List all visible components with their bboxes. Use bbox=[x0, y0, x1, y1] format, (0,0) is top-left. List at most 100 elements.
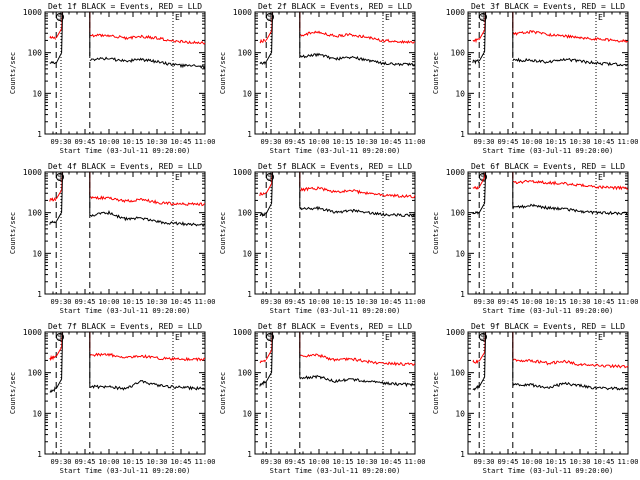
chart-panel: Det 4f BLACK = Events, RED = LLD 1 10 100 10… bbox=[9, 162, 216, 315]
y-tick-label: 100 bbox=[451, 49, 466, 58]
series-line bbox=[512, 358, 629, 369]
chart-title: Det 5f BLACK = Events, RED = LLD bbox=[258, 162, 412, 171]
x-tick-label: 10:00 bbox=[98, 138, 119, 146]
plot-frame bbox=[44, 171, 206, 295]
x-tick-label: 09:30 bbox=[473, 298, 494, 306]
x-tick-label: 10:15 bbox=[332, 298, 353, 306]
x-tick-label: 10:15 bbox=[122, 138, 143, 146]
series-line bbox=[259, 359, 267, 364]
y-tick-label: 100 bbox=[238, 369, 253, 378]
end-marker-label: E bbox=[385, 173, 390, 182]
start-marker-circle bbox=[266, 333, 274, 341]
x-tick-label: 10:45 bbox=[170, 458, 191, 466]
x-tick-label: 10:00 bbox=[308, 138, 329, 146]
x-tick-label: 09:45 bbox=[497, 298, 518, 306]
start-marker-circle bbox=[266, 173, 274, 181]
chart-title: Det 7f BLACK = Events, RED = LLD bbox=[48, 322, 202, 331]
y-tick-label: 1 bbox=[247, 130, 252, 139]
y-tick-label: 1 bbox=[37, 130, 42, 139]
x-tick-label: 09:45 bbox=[284, 458, 305, 466]
chart-title: Det 4f BLACK = Events, RED = LLD bbox=[48, 162, 202, 171]
x-axis-label: Start Time (03-Jul-11 09:20:00) bbox=[60, 467, 191, 475]
x-tick-label: 11:00 bbox=[194, 138, 215, 146]
start-marker-label: S bbox=[481, 14, 485, 22]
series-line bbox=[512, 30, 628, 43]
chart-title: Det 3f BLACK = Events, RED = LLD bbox=[471, 2, 625, 11]
y-tick-label: 1000 bbox=[233, 328, 252, 337]
x-tick-label: 11:00 bbox=[404, 298, 425, 306]
chart-title: Det 2f BLACK = Events, RED = LLD bbox=[258, 2, 412, 11]
start-marker-circle bbox=[479, 333, 487, 341]
series-line bbox=[89, 380, 206, 391]
y-tick-label: 1000 bbox=[233, 168, 252, 177]
x-tick-label: 09:45 bbox=[74, 458, 95, 466]
x-tick-label: 09:45 bbox=[497, 458, 518, 466]
y-tick-label: 100 bbox=[238, 49, 253, 58]
chart-panel: Det 7f BLACK = Events, RED = LLD 1 10 100 10… bbox=[9, 322, 216, 475]
x-tick-label: 10:15 bbox=[332, 458, 353, 466]
x-tick-label: 10:00 bbox=[521, 138, 542, 146]
y-tick-label: 100 bbox=[451, 209, 466, 218]
x-tick-label: 10:30 bbox=[356, 458, 377, 466]
series-line bbox=[49, 35, 57, 40]
start-marker-circle bbox=[56, 333, 64, 341]
x-axis-label: Start Time (03-Jul-11 09:20:00) bbox=[483, 307, 614, 315]
series-line bbox=[299, 30, 416, 44]
y-axis-label: Counts/sec bbox=[219, 52, 227, 94]
series-line bbox=[472, 38, 480, 44]
series-line bbox=[299, 353, 416, 367]
y-tick-label: 10 bbox=[455, 249, 465, 258]
start-marker-label: S bbox=[268, 14, 272, 22]
x-tick-label: 10:00 bbox=[521, 458, 542, 466]
x-axis-label: Start Time (03-Jul-11 09:20:00) bbox=[60, 147, 191, 155]
x-tick-label: 10:30 bbox=[356, 298, 377, 306]
series-line bbox=[299, 205, 416, 218]
start-marker-circle bbox=[266, 13, 274, 21]
start-marker-circle bbox=[56, 13, 64, 21]
series-line bbox=[89, 195, 206, 207]
end-marker-label: E bbox=[175, 333, 180, 342]
plot-frame bbox=[467, 331, 629, 455]
x-tick-label: 11:00 bbox=[194, 298, 215, 306]
plot-frame bbox=[254, 11, 416, 135]
y-tick-label: 1 bbox=[460, 290, 465, 299]
series-line bbox=[49, 386, 57, 393]
series-line bbox=[49, 196, 57, 202]
y-tick-label: 1000 bbox=[233, 8, 252, 17]
plot-frame bbox=[467, 171, 629, 295]
y-tick-label: 100 bbox=[28, 49, 43, 58]
x-tick-label: 11:00 bbox=[194, 458, 215, 466]
x-tick-label: 10:30 bbox=[356, 138, 377, 146]
x-tick-label: 10:45 bbox=[170, 298, 191, 306]
x-tick-label: 10:00 bbox=[98, 458, 119, 466]
chart-title: Det 6f BLACK = Events, RED = LLD bbox=[471, 162, 625, 171]
x-tick-label: 09:30 bbox=[50, 298, 71, 306]
chart-panel: Det 5f BLACK = Events, RED = LLD 1 10 100 10… bbox=[219, 162, 426, 315]
plot-frame bbox=[254, 171, 416, 295]
x-axis-label: Start Time (03-Jul-11 09:20:00) bbox=[483, 467, 614, 475]
chart-panel: Det 1f BLACK = Events, RED = LLD 1 10 100 10… bbox=[9, 2, 216, 155]
y-tick-label: 1000 bbox=[23, 328, 42, 337]
x-tick-label: 10:00 bbox=[98, 298, 119, 306]
x-tick-label: 10:15 bbox=[545, 458, 566, 466]
series-line bbox=[49, 354, 56, 362]
x-tick-label: 11:00 bbox=[404, 458, 425, 466]
start-marker-label: S bbox=[268, 334, 272, 342]
x-tick-label: 10:30 bbox=[569, 298, 590, 306]
chart-panel: Det 2f BLACK = Events, RED = LLD 1 10 100 10… bbox=[219, 2, 426, 155]
y-tick-label: 1 bbox=[247, 290, 252, 299]
x-tick-label: 10:45 bbox=[593, 138, 614, 146]
series-line bbox=[259, 192, 266, 197]
y-tick-label: 1000 bbox=[446, 8, 465, 17]
chart-title: Det 8f BLACK = Events, RED = LLD bbox=[258, 322, 412, 331]
y-axis-label: Counts/sec bbox=[219, 372, 227, 414]
y-tick-label: 1 bbox=[460, 130, 465, 139]
plot-frame bbox=[44, 11, 206, 135]
series-line bbox=[49, 60, 57, 65]
y-tick-label: 10 bbox=[455, 89, 465, 98]
x-tick-label: 10:00 bbox=[521, 298, 542, 306]
series-line bbox=[299, 52, 416, 67]
x-tick-label: 10:45 bbox=[380, 298, 401, 306]
chart-title: Det 1f BLACK = Events, RED = LLD bbox=[48, 2, 202, 11]
